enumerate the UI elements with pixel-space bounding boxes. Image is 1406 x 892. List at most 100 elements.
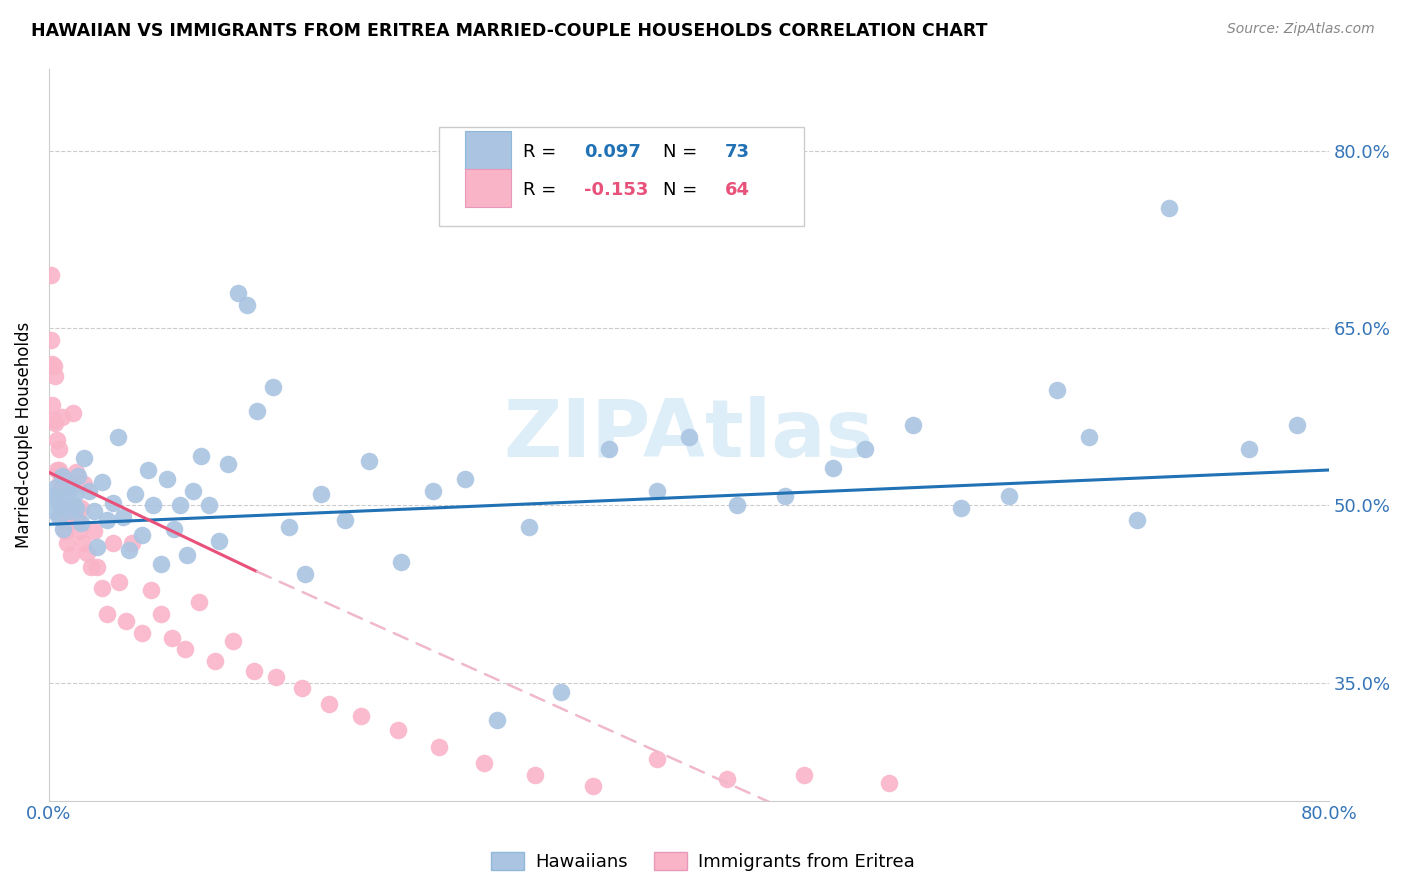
Point xyxy=(44,481,66,495)
Point xyxy=(853,442,876,456)
Point xyxy=(264,670,287,684)
Point xyxy=(101,496,124,510)
Point xyxy=(1157,201,1180,215)
Point xyxy=(773,489,796,503)
Point xyxy=(207,533,229,548)
Point xyxy=(136,463,159,477)
Point xyxy=(96,512,118,526)
Point xyxy=(67,524,90,539)
Point xyxy=(53,500,76,515)
Point xyxy=(524,767,547,781)
Point xyxy=(291,681,314,696)
Point xyxy=(55,536,77,550)
Point xyxy=(77,484,100,499)
Point xyxy=(309,486,332,500)
Point xyxy=(387,723,409,737)
Point xyxy=(83,504,105,518)
Point xyxy=(124,486,146,500)
Point xyxy=(83,524,105,539)
Point xyxy=(198,499,221,513)
Text: N =: N = xyxy=(664,144,703,161)
Point xyxy=(1285,418,1308,433)
Point xyxy=(62,499,84,513)
Point xyxy=(1078,430,1101,444)
Point xyxy=(44,368,66,383)
Point xyxy=(118,543,141,558)
Point xyxy=(188,595,211,609)
Point xyxy=(1046,383,1069,397)
Point xyxy=(333,512,356,526)
Text: N =: N = xyxy=(664,181,703,199)
Point xyxy=(56,499,79,513)
Point xyxy=(48,442,70,456)
Point xyxy=(1237,442,1260,456)
Point xyxy=(357,453,380,467)
Point xyxy=(42,413,65,427)
Point xyxy=(39,333,62,347)
Point xyxy=(716,772,738,787)
Point xyxy=(141,583,163,598)
Point xyxy=(877,776,900,790)
Point xyxy=(41,489,63,503)
Point xyxy=(131,528,153,542)
Point xyxy=(472,756,495,770)
Point xyxy=(1126,512,1149,526)
Point xyxy=(901,418,924,433)
Point xyxy=(44,416,66,430)
Point xyxy=(429,740,451,755)
Point xyxy=(318,697,340,711)
Point xyxy=(55,486,77,500)
Point xyxy=(389,555,412,569)
Point xyxy=(149,607,172,621)
Point xyxy=(48,510,70,524)
Point xyxy=(62,406,84,420)
Point xyxy=(65,466,87,480)
Point xyxy=(169,499,191,513)
Point xyxy=(53,524,76,539)
Point xyxy=(70,500,93,515)
Point xyxy=(42,359,65,373)
Point xyxy=(52,512,75,526)
Point xyxy=(96,607,118,621)
Point xyxy=(149,558,172,572)
Point xyxy=(72,536,94,550)
Point xyxy=(454,472,477,486)
FancyBboxPatch shape xyxy=(440,127,804,226)
Point xyxy=(59,512,82,526)
Point xyxy=(645,484,668,499)
Point xyxy=(160,631,183,645)
Point xyxy=(204,654,226,668)
Point xyxy=(107,430,129,444)
Point xyxy=(51,409,73,424)
Point xyxy=(41,398,63,412)
Point xyxy=(59,504,82,518)
Text: ZIPAtlas: ZIPAtlas xyxy=(503,395,875,474)
Point xyxy=(550,685,572,699)
Point xyxy=(217,457,239,471)
Point xyxy=(63,500,86,515)
Point xyxy=(46,463,69,477)
Text: -0.153: -0.153 xyxy=(583,181,648,199)
Point xyxy=(49,475,72,489)
Point xyxy=(114,614,136,628)
Point xyxy=(48,463,70,477)
Point xyxy=(53,492,76,507)
Point xyxy=(582,780,605,794)
Point xyxy=(236,298,259,312)
Point xyxy=(49,499,72,513)
Point xyxy=(73,451,96,466)
Point xyxy=(174,642,197,657)
Point xyxy=(101,536,124,550)
Point xyxy=(598,442,620,456)
FancyBboxPatch shape xyxy=(465,169,510,208)
Point xyxy=(56,477,79,491)
Point xyxy=(51,469,73,483)
Point xyxy=(46,492,69,507)
Point xyxy=(242,664,264,678)
Text: R =: R = xyxy=(523,144,561,161)
Legend: Hawaiians, Immigrants from Eritrea: Hawaiians, Immigrants from Eritrea xyxy=(484,846,922,879)
FancyBboxPatch shape xyxy=(465,131,510,169)
Point xyxy=(222,634,245,648)
Point xyxy=(262,380,284,394)
Point xyxy=(66,469,89,483)
